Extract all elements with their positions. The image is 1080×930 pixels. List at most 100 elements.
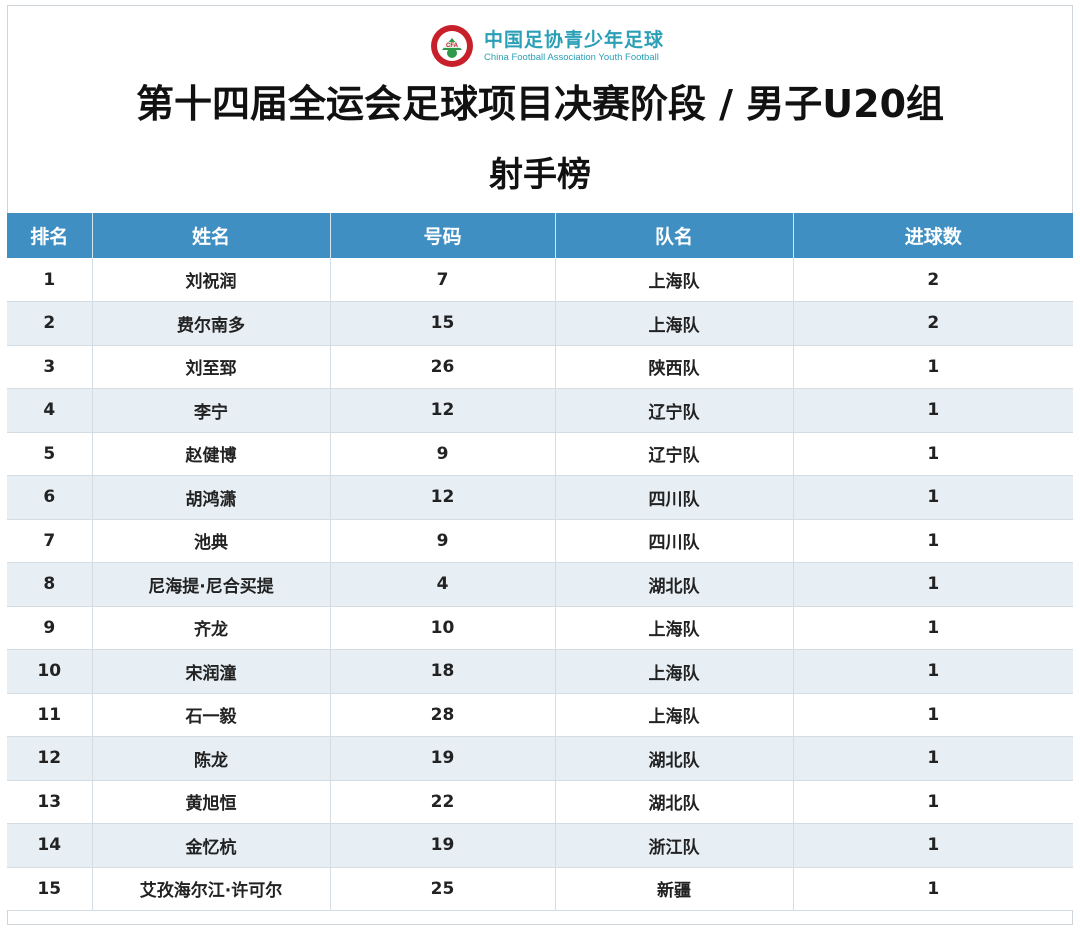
cell-team: 上海队 <box>555 693 794 737</box>
cell-name: 刘至郅 <box>92 345 331 389</box>
cell-number: 12 <box>330 388 556 433</box>
cell-goals: 1 <box>793 780 1073 824</box>
cell-goals: 1 <box>793 562 1073 607</box>
cell-team: 四川队 <box>555 475 794 520</box>
cell-team: 陕西队 <box>555 345 794 389</box>
cell-rank: 12 <box>7 736 93 781</box>
brand-name-cn: 中国足协青少年足球 <box>484 28 665 51</box>
column-header-rank: 排名 <box>7 213 93 258</box>
cell-goals: 1 <box>793 345 1073 389</box>
cell-number: 19 <box>330 736 556 781</box>
cell-team: 湖北队 <box>555 562 794 607</box>
cell-goals: 1 <box>793 867 1073 911</box>
cell-goals: 2 <box>793 258 1073 302</box>
cell-name: 艾孜海尔江·许可尔 <box>92 867 331 911</box>
cell-team: 湖北队 <box>555 736 794 781</box>
table-row: 12 陈龙 19 湖北队 1 <box>7 736 1073 781</box>
brand-header: CFA 中国足协青少年足球 China Football Association… <box>430 22 664 70</box>
cell-team: 辽宁队 <box>555 432 794 476</box>
cell-rank: 15 <box>7 867 93 911</box>
cell-rank: 10 <box>7 649 93 694</box>
cell-goals: 1 <box>793 736 1073 781</box>
table-row: 5 赵健博 9 辽宁队 1 <box>7 432 1073 476</box>
cell-number: 9 <box>330 519 556 563</box>
table-row: 13 黄旭恒 22 湖北队 1 <box>7 780 1073 824</box>
cell-rank: 14 <box>7 823 93 868</box>
cell-rank: 8 <box>7 562 93 607</box>
table-row: 11 石一毅 28 上海队 1 <box>7 693 1073 737</box>
scorers-table: 排名 姓名 号码 队名 进球数 1 刘祝润 7 上海队 2 2 费尔南多 15 上海队 2 3 刘至郅… <box>7 213 1073 911</box>
cell-team: 新疆 <box>555 867 794 911</box>
column-header-name: 姓名 <box>92 213 331 258</box>
cell-team: 上海队 <box>555 301 794 346</box>
table-row: 6 胡鸿潇 12 四川队 1 <box>7 475 1073 520</box>
cell-number: 22 <box>330 780 556 824</box>
cell-team: 浙江队 <box>555 823 794 868</box>
cell-name: 胡鸿潇 <box>92 475 331 520</box>
cell-team: 上海队 <box>555 606 794 650</box>
cell-rank: 13 <box>7 780 93 824</box>
cell-goals: 1 <box>793 649 1073 694</box>
cell-name: 石一毅 <box>92 693 331 737</box>
cfa-logo-icon: CFA <box>431 25 473 67</box>
cell-number: 19 <box>330 823 556 868</box>
cell-goals: 1 <box>793 519 1073 563</box>
cell-goals: 1 <box>793 432 1073 476</box>
cell-team: 湖北队 <box>555 780 794 824</box>
column-header-team: 队名 <box>555 213 794 258</box>
cell-team: 上海队 <box>555 649 794 694</box>
cell-number: 4 <box>330 562 556 607</box>
table-row: 7 池典 9 四川队 1 <box>7 519 1073 563</box>
cell-team: 上海队 <box>555 258 794 302</box>
table-row: 3 刘至郅 26 陕西队 1 <box>7 345 1073 389</box>
table-row: 4 李宁 12 辽宁队 1 <box>7 388 1073 433</box>
cell-number: 26 <box>330 345 556 389</box>
cell-number: 9 <box>330 432 556 476</box>
table-row: 8 尼海提·尼合买提 4 湖北队 1 <box>7 562 1073 607</box>
cell-name: 齐龙 <box>92 606 331 650</box>
cell-rank: 4 <box>7 388 93 433</box>
cell-name: 费尔南多 <box>92 301 331 346</box>
cell-number: 28 <box>330 693 556 737</box>
page-title: 第十四届全运会足球项目决赛阶段 / 男子U20组 <box>135 82 945 126</box>
table-row: 14 金忆杭 19 浙江队 1 <box>7 823 1073 868</box>
cell-team: 四川队 <box>555 519 794 563</box>
table-row: 15 艾孜海尔江·许可尔 25 新疆 1 <box>7 867 1073 911</box>
cell-number: 18 <box>330 649 556 694</box>
brand-text: 中国足协青少年足球 China Football Association You… <box>484 29 664 64</box>
cell-rank: 3 <box>7 345 93 389</box>
cell-name: 陈龙 <box>92 736 331 781</box>
table-row: 9 齐龙 10 上海队 1 <box>7 606 1073 650</box>
cell-goals: 1 <box>793 606 1073 650</box>
cell-rank: 11 <box>7 693 93 737</box>
cell-rank: 1 <box>7 258 93 302</box>
cell-rank: 9 <box>7 606 93 650</box>
cell-goals: 1 <box>793 693 1073 737</box>
brand-name-en: China Football Association Youth Footbal… <box>484 51 659 63</box>
cell-name: 李宁 <box>92 388 331 433</box>
cell-name: 黄旭恒 <box>92 780 331 824</box>
cell-name: 宋润潼 <box>92 649 331 694</box>
page-subtitle: 射手榜 <box>489 155 591 195</box>
cell-name: 尼海提·尼合买提 <box>92 562 331 607</box>
cell-number: 10 <box>330 606 556 650</box>
cell-number: 15 <box>330 301 556 346</box>
table-body: 1 刘祝润 7 上海队 2 2 费尔南多 15 上海队 2 3 刘至郅 26 陕西队 1 4 李宁 12 辽宁队 1 5… <box>7 258 1073 911</box>
cell-number: 7 <box>330 258 556 302</box>
cell-rank: 6 <box>7 475 93 520</box>
cell-number: 25 <box>330 867 556 911</box>
column-header-number: 号码 <box>330 213 556 258</box>
cell-name: 金忆杭 <box>92 823 331 868</box>
cell-team: 辽宁队 <box>555 388 794 433</box>
cell-rank: 5 <box>7 432 93 476</box>
cell-number: 12 <box>330 475 556 520</box>
cell-rank: 2 <box>7 301 93 346</box>
cell-name: 刘祝润 <box>92 258 331 302</box>
cell-name: 赵健博 <box>92 432 331 476</box>
table-header-row: 排名 姓名 号码 队名 进球数 <box>7 213 1073 258</box>
cell-goals: 1 <box>793 475 1073 520</box>
table-row: 1 刘祝润 7 上海队 2 <box>7 258 1073 302</box>
cell-goals: 2 <box>793 301 1073 346</box>
cell-rank: 7 <box>7 519 93 563</box>
cell-goals: 1 <box>793 823 1073 868</box>
